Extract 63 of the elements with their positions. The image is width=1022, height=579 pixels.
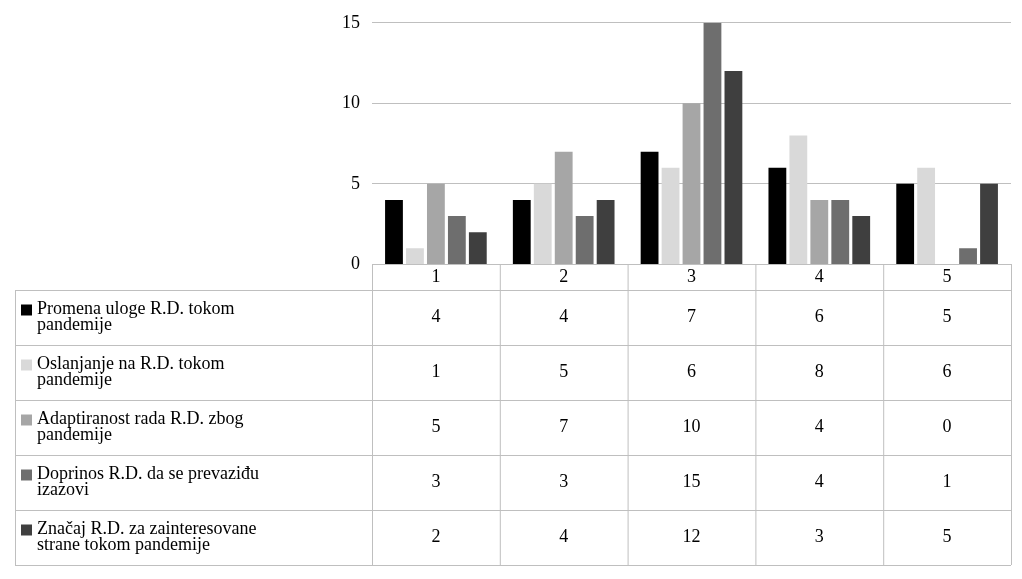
data-label: 2 — [431, 526, 441, 547]
bar — [917, 167, 936, 264]
bar — [640, 151, 659, 264]
data-label: 7 — [687, 306, 696, 327]
data-label: 4 — [814, 471, 824, 492]
data-label: 3 — [559, 471, 569, 492]
data-label: 7 — [559, 416, 569, 437]
data-label: 1 — [942, 471, 952, 492]
x-tick-label: 5 — [942, 265, 952, 286]
bar — [831, 199, 850, 264]
bar — [426, 183, 445, 264]
bar — [661, 167, 680, 264]
data-label: 4 — [559, 526, 569, 547]
data-label: 12 — [682, 526, 701, 547]
bar — [575, 216, 594, 264]
y-tick-label: 0 — [351, 253, 360, 274]
legend-label: Doprinos R.D. da se prevaziđu izazovi — [37, 463, 259, 500]
data-label: 10 — [682, 416, 701, 437]
y-tick-label: 5 — [351, 172, 360, 193]
bar — [980, 183, 998, 264]
data-label: 5 — [559, 361, 569, 382]
bar — [896, 183, 915, 264]
data-label: 6 — [687, 361, 696, 382]
bar — [959, 248, 977, 264]
y-tick-label: 10 — [342, 92, 360, 113]
data-label: 6 — [814, 306, 824, 327]
x-tick-label: 4 — [814, 265, 824, 286]
x-tick-label: 3 — [687, 265, 696, 286]
data-label: 1 — [431, 361, 441, 382]
data-label: 5 — [431, 416, 441, 437]
bar — [852, 216, 871, 264]
data-label: 15 — [682, 471, 701, 492]
bar — [724, 71, 743, 264]
bar — [810, 199, 829, 264]
legend-label: Oslanjanje na R.D. tokom pandemije — [37, 353, 225, 390]
data-label: 3 — [814, 526, 824, 547]
legend-label: Adaptiranost rada R.D. zbog pandemije — [37, 408, 244, 445]
data-label: 4 — [814, 416, 824, 437]
bar — [385, 199, 403, 264]
bar — [789, 135, 808, 264]
bar — [447, 216, 466, 264]
y-tick-label: 15 — [342, 11, 360, 32]
data-label: 5 — [942, 306, 952, 327]
bar — [554, 151, 573, 264]
legend-label: Značaj R.D. za zainteresovane strane tokom pandemije — [37, 518, 257, 555]
bar — [682, 103, 701, 264]
bar — [703, 22, 722, 264]
data-label: 4 — [559, 306, 569, 327]
data-label: 8 — [814, 361, 824, 382]
x-tick-label: 2 — [559, 265, 569, 286]
data-label: 5 — [942, 526, 952, 547]
bar — [406, 248, 424, 264]
legend-label: Promena uloge R.D. tokom pandemije — [37, 298, 235, 335]
bar — [533, 183, 552, 264]
data-label: 3 — [431, 471, 441, 492]
x-tick-label: 1 — [431, 265, 441, 286]
bar — [768, 167, 787, 264]
data-label: 6 — [942, 361, 952, 382]
bar — [512, 199, 531, 264]
bar — [468, 232, 487, 264]
bar — [596, 199, 615, 264]
data-label: 0 — [942, 416, 952, 437]
data-label: 4 — [431, 306, 441, 327]
